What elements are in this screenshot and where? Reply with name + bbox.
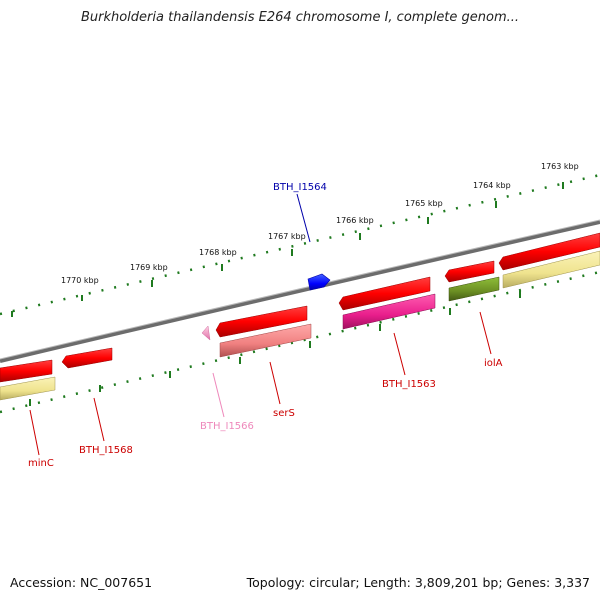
gene-label-bth-i1566: BTH_I1566 [200,421,254,432]
gene-red-right[interactable] [498,232,600,271]
accession-label: Accession: NC_007651 [10,575,153,590]
leader-mina [29,409,40,456]
gene-khaki-right[interactable] [502,250,600,289]
gene-label-bth-i1563: BTH_I1563 [382,379,436,390]
gene-label-minc: minC [28,458,54,469]
leader-bth-i1566 [212,372,225,418]
ruler-label-1770: 1770 kbp [61,276,99,285]
gene-label-bth-i1564: BTH_I1564 [273,182,327,193]
gene-left-red[interactable] [0,359,53,383]
leader-bth-i1564 [296,193,311,243]
ruler-label-1768: 1768 kbp [199,248,237,257]
map-title: Burkholderia thailandensis E264 chromoso… [80,10,520,25]
gene-label-iola: iolA [484,358,503,369]
ruler-label-1764: 1764 kbp [473,181,511,190]
ruler-label-1765: 1765 kbp [405,199,443,208]
leader-bth-i1568 [93,397,105,442]
leader-iola [479,311,492,355]
gene-mid-red[interactable] [215,305,308,338]
gene-sers[interactable] [219,323,312,358]
ruler-label-1766: 1766 kbp [336,216,374,225]
gene-bth-i1564[interactable] [307,273,331,291]
genome-summary: Topology: circular; Length: 3,809,201 bp… [246,575,590,590]
gene-iola[interactable] [448,276,500,302]
gene-red-1563-upper[interactable] [338,276,431,311]
leader-sers [269,361,281,405]
gene-bth-i1566[interactable] [201,325,211,341]
leader-bth-i1563 [393,332,406,376]
gene-label-bth-i1568: BTH_I1568 [79,445,133,456]
ruler-ticks [11,182,564,317]
chromosome-backbone [0,220,600,363]
ruler-arc-outer [0,173,600,316]
gene-red-iolA-upper[interactable] [444,260,495,283]
ruler-label-1767: 1767 kbp [268,232,306,241]
gene-bth-i1568[interactable] [61,347,113,369]
gene-khaki-left[interactable] [0,376,56,401]
gene-label-sers: serS [273,408,295,419]
gene-bth-i1563[interactable] [342,293,436,330]
ruler-label-1769: 1769 kbp [130,263,168,272]
ruler-label-1763: 1763 kbp [541,162,579,171]
